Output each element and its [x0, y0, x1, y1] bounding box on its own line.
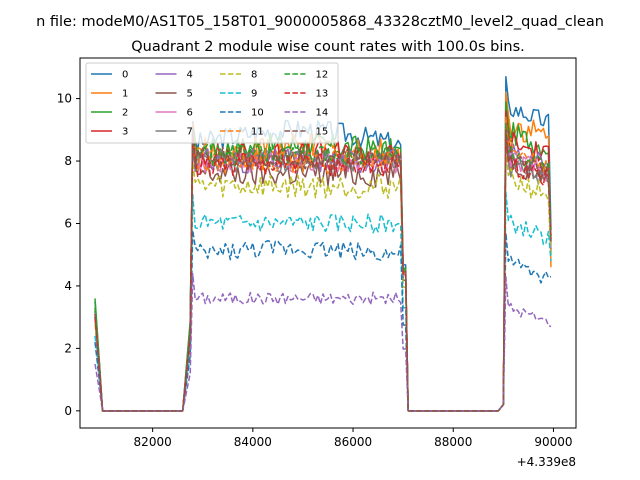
series-line-6	[94, 125, 552, 412]
y-tick-label: 6	[64, 216, 72, 230]
x-tick-label: 90000	[534, 435, 572, 449]
x-tick-label: 82000	[134, 435, 172, 449]
x-tick-label: 88000	[434, 435, 472, 449]
legend-label-13: 13	[316, 89, 329, 100]
series-layer	[94, 75, 552, 412]
legend-label-7: 7	[187, 127, 193, 138]
legend-label-8: 8	[251, 70, 257, 81]
series-line-9	[94, 191, 552, 412]
series-line-10	[94, 229, 552, 412]
x-tick-label: 86000	[334, 435, 372, 449]
legend-label-0: 0	[122, 70, 128, 81]
series-line-7	[94, 130, 552, 412]
chart-title: Quadrant 2 module wise count rates with …	[131, 39, 525, 55]
ticks-layer: 82000 84000 86000 88000 90000 0 2 4 6 8 10	[57, 92, 573, 449]
legend-label-15: 15	[316, 127, 329, 138]
y-tick-label: 10	[57, 92, 72, 106]
x-offset-label: +4.339e8	[517, 455, 576, 469]
chart-suptitle: n file: modeM0/AS1T05_158T01_9000005868_…	[36, 14, 604, 30]
legend-label-1: 1	[122, 89, 128, 100]
y-tick-label: 0	[64, 404, 72, 418]
legend-label-3: 3	[122, 127, 128, 138]
y-tick-label: 2	[64, 341, 72, 355]
legend-label-9: 9	[251, 89, 257, 100]
legend-label-2: 2	[122, 108, 128, 119]
series-line-14	[94, 272, 552, 412]
y-tick-label: 4	[64, 279, 72, 293]
y-tick-label: 8	[64, 154, 72, 168]
legend-label-14: 14	[316, 108, 329, 119]
x-tick-label: 84000	[234, 435, 272, 449]
legend-label-12: 12	[316, 70, 329, 81]
series-line-15	[94, 127, 552, 412]
series-line-8	[94, 147, 552, 412]
series-line-5	[94, 129, 552, 412]
legend-box	[85, 62, 339, 144]
legend-label-4: 4	[187, 70, 193, 81]
legend-label-11: 11	[251, 127, 264, 138]
legend-label-5: 5	[187, 89, 193, 100]
plot-frame	[79, 57, 577, 429]
legend-label-10: 10	[251, 108, 264, 119]
legend-label-6: 6	[187, 108, 193, 119]
